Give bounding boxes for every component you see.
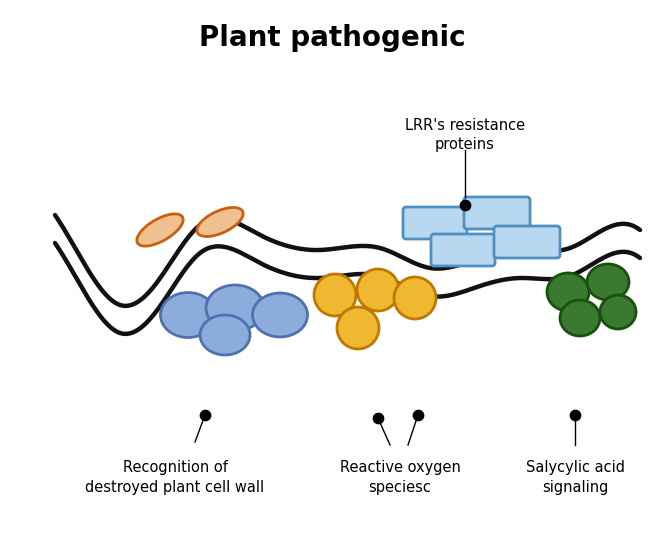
- Point: [373, 414, 383, 423]
- FancyBboxPatch shape: [403, 207, 467, 239]
- Text: Salycylic acid
signaling: Salycylic acid signaling: [525, 460, 625, 495]
- Ellipse shape: [200, 315, 250, 355]
- Ellipse shape: [357, 269, 399, 311]
- Ellipse shape: [252, 293, 307, 337]
- Point: [200, 411, 210, 419]
- Ellipse shape: [600, 295, 636, 329]
- Ellipse shape: [547, 273, 589, 311]
- Ellipse shape: [314, 274, 356, 316]
- Ellipse shape: [206, 285, 264, 331]
- Point: [570, 411, 580, 419]
- Text: Plant pathogenic: Plant pathogenic: [199, 24, 465, 52]
- FancyBboxPatch shape: [464, 197, 530, 229]
- Point: [459, 201, 470, 209]
- Point: [413, 411, 424, 419]
- Ellipse shape: [197, 208, 243, 237]
- Ellipse shape: [337, 307, 379, 349]
- FancyBboxPatch shape: [431, 234, 495, 266]
- Ellipse shape: [394, 277, 436, 319]
- Ellipse shape: [137, 214, 183, 246]
- Ellipse shape: [587, 264, 629, 300]
- Text: Reactive oxygen
speciesc: Reactive oxygen speciesc: [339, 460, 460, 495]
- Ellipse shape: [161, 293, 216, 337]
- Text: LRR's resistance
proteins: LRR's resistance proteins: [405, 117, 525, 152]
- Text: Recognition of
destroyed plant cell wall: Recognition of destroyed plant cell wall: [86, 460, 264, 495]
- Ellipse shape: [560, 300, 600, 336]
- FancyBboxPatch shape: [494, 226, 560, 258]
